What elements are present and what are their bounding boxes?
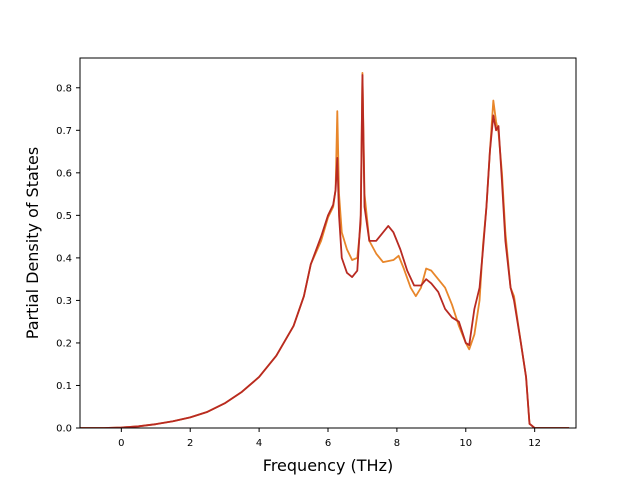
y-tick-label: 0.3 — [56, 296, 72, 307]
plot-lines — [80, 71, 570, 428]
y-tick-label: 0.2 — [56, 338, 72, 349]
y-axis-label: Partial Density of States — [23, 147, 42, 339]
y-axis-ticks: 0.0 0.1 0.2 0.3 0.4 0.5 0.6 0.7 0.8 — [56, 83, 80, 435]
x-tick-label: 0 — [118, 438, 124, 449]
x-tick-label: 12 — [528, 438, 541, 449]
y-tick-label: 0.1 — [56, 381, 72, 392]
series-line-2 — [80, 74, 570, 428]
x-tick-label: 10 — [459, 438, 472, 449]
y-tick-label: 0.5 — [56, 211, 72, 222]
x-tick-label: 8 — [394, 438, 400, 449]
x-axis-label: Frequency (THz) — [263, 456, 393, 475]
x-axis-ticks: 0 2 4 6 8 10 12 — [118, 428, 541, 449]
y-tick-label: 0.7 — [56, 126, 72, 137]
y-tick-label: 0.6 — [56, 168, 72, 179]
y-tick-label: 0.0 — [56, 424, 72, 435]
y-tick-label: 0.4 — [56, 253, 72, 264]
x-tick-label: 6 — [325, 438, 331, 449]
x-tick-label: 4 — [256, 438, 262, 449]
x-tick-label: 2 — [187, 438, 193, 449]
y-tick-label: 0.8 — [56, 83, 72, 94]
